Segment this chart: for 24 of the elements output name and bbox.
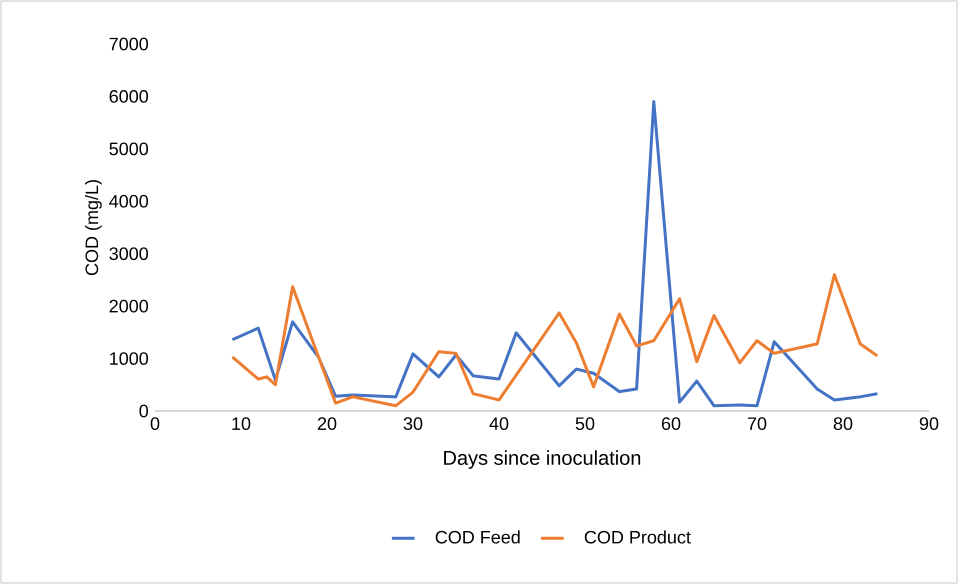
y-tick-label: 5000 (109, 142, 148, 156)
y-tick-label: 6000 (110, 90, 148, 103)
y-tick-label: 0 (139, 404, 148, 418)
line-series (230, 273, 879, 408)
x-tick-label: 90 (920, 417, 938, 430)
line-series (230, 100, 879, 408)
y-tick-label: 3000 (109, 247, 148, 260)
x-tick-label: 50 (576, 417, 594, 430)
x-tick-label: 40 (489, 417, 508, 430)
x-tick-label: 0 (150, 417, 160, 430)
x-axis-title: Days since inoculation (444, 450, 640, 469)
y-tick-label: 2000 (110, 300, 148, 312)
x-tick-label: 80 (834, 417, 852, 430)
y-tick-label: 1000 (110, 352, 148, 365)
y-tick-label: 7000 (110, 38, 148, 50)
legend-label: COD Feed (436, 530, 520, 544)
x-tick-label: 60 (662, 417, 680, 430)
x-tick-label: 20 (318, 417, 336, 430)
x-tick-label: 70 (748, 417, 766, 430)
y-axis-title: COD (mg/L) (84, 180, 102, 276)
x-tick-label: 10 (232, 417, 250, 430)
y-tick-label: 4000 (109, 194, 148, 208)
x-tick-label: 30 (404, 417, 422, 430)
legend-label: COD Product (584, 530, 691, 544)
